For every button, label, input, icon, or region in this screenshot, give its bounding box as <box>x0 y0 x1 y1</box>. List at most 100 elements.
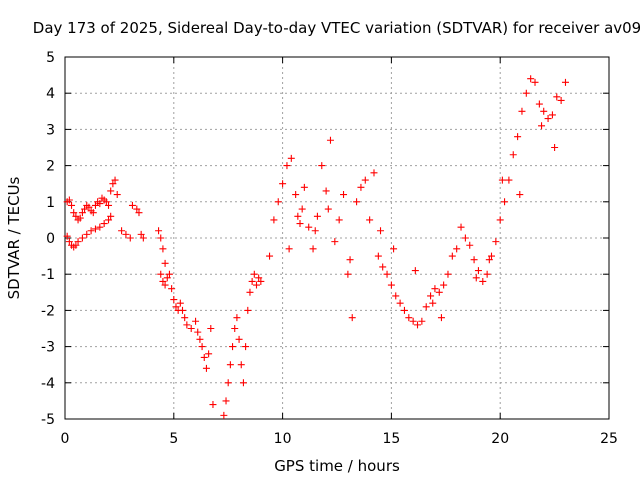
data-point <box>300 183 308 191</box>
data-point <box>205 350 213 358</box>
data-point <box>383 270 391 278</box>
data-point <box>518 107 526 115</box>
data-point <box>496 216 504 224</box>
data-point <box>414 321 422 329</box>
data-point <box>527 75 535 83</box>
data-point <box>220 411 228 419</box>
data-point <box>133 205 141 213</box>
y-axis-label: SDTVAR / TECUs <box>5 176 23 299</box>
y-tick-label: 3 <box>46 122 55 138</box>
data-point <box>305 223 313 231</box>
data-point <box>159 245 167 253</box>
data-point <box>453 245 461 253</box>
data-point <box>294 212 302 220</box>
data-point <box>538 122 546 130</box>
data-point <box>157 234 165 242</box>
data-point <box>324 205 332 213</box>
data-point <box>68 201 76 209</box>
data-point <box>170 296 178 304</box>
data-point <box>63 232 71 240</box>
data-point <box>100 220 108 228</box>
data-point <box>377 227 385 235</box>
data-point <box>557 96 565 104</box>
data-point <box>309 245 317 253</box>
data-point <box>292 191 300 199</box>
data-point <box>379 263 387 271</box>
data-point <box>118 227 126 235</box>
data-point <box>139 234 147 242</box>
data-point <box>548 111 556 119</box>
data-point <box>348 314 356 322</box>
data-point <box>331 238 339 246</box>
y-tick-label: 0 <box>46 231 55 247</box>
data-point <box>224 379 232 387</box>
data-point <box>252 281 260 289</box>
x-tick-label: 5 <box>169 431 178 447</box>
data-point <box>531 78 539 86</box>
data-point <box>183 321 191 329</box>
data-point <box>326 136 334 144</box>
data-point <box>157 270 165 278</box>
grid-layer <box>65 57 609 419</box>
data-point <box>279 180 287 188</box>
data-point <box>357 183 365 191</box>
data-point <box>96 200 104 208</box>
data-point <box>457 223 465 231</box>
data-point <box>161 281 169 289</box>
data-point <box>179 306 187 314</box>
data-point <box>283 162 291 170</box>
data-point <box>248 277 256 285</box>
data-point <box>274 198 282 206</box>
data-point <box>411 267 419 275</box>
x-axis-label: GPS time / hours <box>274 457 400 475</box>
data-point <box>196 335 204 343</box>
x-tick-label: 15 <box>382 431 400 447</box>
data-point <box>65 196 73 204</box>
data-point <box>296 220 304 228</box>
data-point <box>198 343 206 351</box>
data-point <box>483 270 491 278</box>
data-point <box>96 223 104 231</box>
data-point <box>498 176 506 184</box>
data-point <box>74 238 82 246</box>
data-point <box>466 241 474 249</box>
data-point <box>479 277 487 285</box>
data-point <box>472 274 480 282</box>
data-point <box>231 325 239 332</box>
data-point <box>435 288 443 296</box>
data-point <box>396 299 404 307</box>
x-tick-label: 25 <box>600 431 618 447</box>
data-point <box>366 216 374 224</box>
data-point <box>176 299 184 307</box>
data-point <box>318 162 326 170</box>
data-point <box>200 353 208 361</box>
data-point <box>431 285 439 293</box>
y-tick-label: -1 <box>41 267 55 283</box>
data-point <box>122 230 130 238</box>
data-point <box>516 191 524 199</box>
chart-title: Day 173 of 2025, Sidereal Day-to-day VTE… <box>33 19 640 37</box>
data-point <box>72 241 80 249</box>
ticks-layer: 0 5 10 15 20 25 -5 -4 -3 -2 -1 0 1 2 3 4 5 <box>41 50 618 447</box>
y-tick-label: -3 <box>41 340 55 356</box>
data-point <box>229 343 237 351</box>
x-tick-label: 20 <box>491 431 509 447</box>
data-point <box>113 191 121 199</box>
data-point <box>107 212 115 220</box>
y-tick-label: 4 <box>46 86 55 102</box>
data-point <box>427 292 435 300</box>
data-point <box>102 198 110 206</box>
data-point <box>65 238 73 246</box>
data-point <box>344 270 352 278</box>
data-point <box>76 214 84 222</box>
data-point <box>429 299 437 307</box>
data-point <box>270 216 278 224</box>
data-point <box>340 191 348 199</box>
x-tick-label: 10 <box>274 431 292 447</box>
data-point <box>111 176 119 184</box>
data-point <box>374 252 382 260</box>
data-point <box>501 198 509 206</box>
data-point <box>107 187 115 195</box>
data-point <box>137 230 145 238</box>
